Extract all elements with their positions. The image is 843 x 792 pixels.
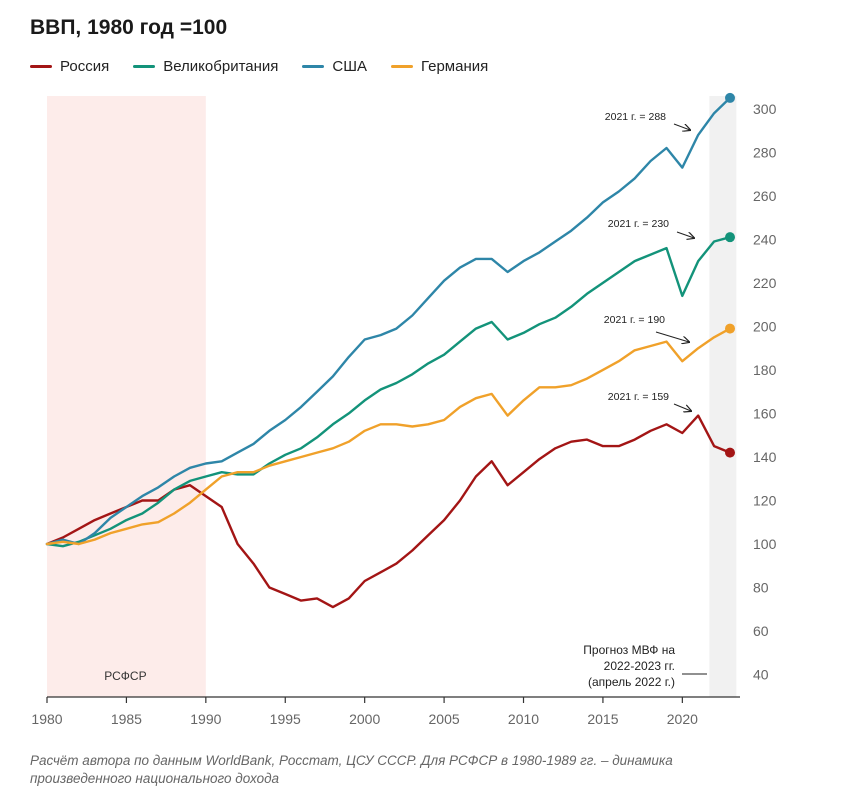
x-tick-label: 2010: [508, 711, 539, 727]
rsfsr-label: РСФСР: [104, 669, 146, 683]
series-line-russia: [45, 414, 732, 609]
y-tick-label: 140: [753, 449, 777, 465]
forecast-label-line: (апрель 2022 г.): [588, 675, 675, 689]
y-tick-label: 100: [753, 536, 777, 552]
x-tick-label: 1980: [31, 711, 62, 727]
x-tick-label: 2005: [429, 711, 460, 727]
annotation-arrow-usa: [673, 123, 690, 130]
chart-area: РСФСР Прогноз МВФ на 2022-2023 гг. (апрель …: [31, 92, 777, 727]
legend-item-uk: Великобритания: [133, 58, 278, 75]
x-tick-label: 2020: [667, 711, 698, 727]
annotation-arrow-uk: [676, 231, 694, 238]
forecast-band: [709, 96, 737, 697]
y-tick-label: 260: [753, 188, 777, 204]
legend: Россия Великобритания США Германия: [30, 58, 488, 75]
y-tick-label: 220: [753, 275, 777, 291]
legend-swatch-russia: [30, 65, 52, 68]
series-line-usa: [45, 96, 732, 546]
forecast-label-line: 2022-2023 гг.: [604, 659, 675, 673]
legend-item-usa: США: [302, 58, 367, 75]
caption: Расчёт автора по данным WorldBank, Росст…: [30, 753, 673, 786]
chart-title: ВВП, 1980 год =100: [30, 16, 228, 39]
x-tick-label: 2000: [349, 711, 380, 727]
annotation-label-germany: 2021 г. = 190: [604, 314, 665, 326]
annotation-label-uk: 2021 г. = 230: [608, 218, 669, 230]
y-tick-label: 280: [753, 144, 777, 160]
series-line-germany: [45, 327, 732, 546]
y-tick-label: 160: [753, 405, 777, 421]
x-tick-label: 1985: [111, 711, 142, 727]
y-tick-label: 60: [753, 623, 769, 639]
legend-label-russia: Россия: [60, 58, 110, 75]
end-marker-russia: [725, 447, 735, 458]
y-tick-label: 180: [753, 362, 777, 378]
x-tick-label: 1990: [190, 711, 221, 727]
y-tick-label: 80: [753, 580, 769, 596]
legend-item-russia: Россия: [30, 58, 109, 75]
y-tick-label: 200: [753, 318, 777, 334]
x-tick-label: 2015: [587, 711, 618, 727]
y-tick-label: 120: [753, 492, 777, 508]
legend-label-germany: Германия: [421, 58, 489, 75]
legend-swatch-usa: [302, 65, 325, 68]
legend-item-germany: Германия: [391, 58, 488, 75]
legend-swatch-germany: [391, 65, 413, 68]
y-tick-label: 40: [753, 667, 769, 683]
annotation-label-usa: 2021 г. = 288: [605, 111, 666, 123]
forecast-label-line: Прогноз МВФ на: [583, 643, 675, 657]
y-tick-label: 240: [753, 231, 777, 247]
annotation-arrow-germany: [655, 331, 689, 342]
y-tick-label: 300: [753, 101, 777, 117]
end-marker-germany: [725, 323, 735, 334]
legend-label-usa: США: [332, 58, 367, 75]
x-tick-label: 1995: [270, 711, 301, 727]
series-line-uk: [45, 235, 732, 548]
rsfsr-band: [47, 96, 206, 697]
legend-swatch-uk: [133, 65, 156, 68]
end-marker-uk: [725, 232, 735, 243]
annotation-label-russia: 2021 г. = 159: [608, 391, 669, 403]
legend-label-uk: Великобритания: [163, 58, 279, 75]
annotation-arrow-russia: [673, 403, 691, 411]
end-marker-usa: [725, 92, 735, 103]
